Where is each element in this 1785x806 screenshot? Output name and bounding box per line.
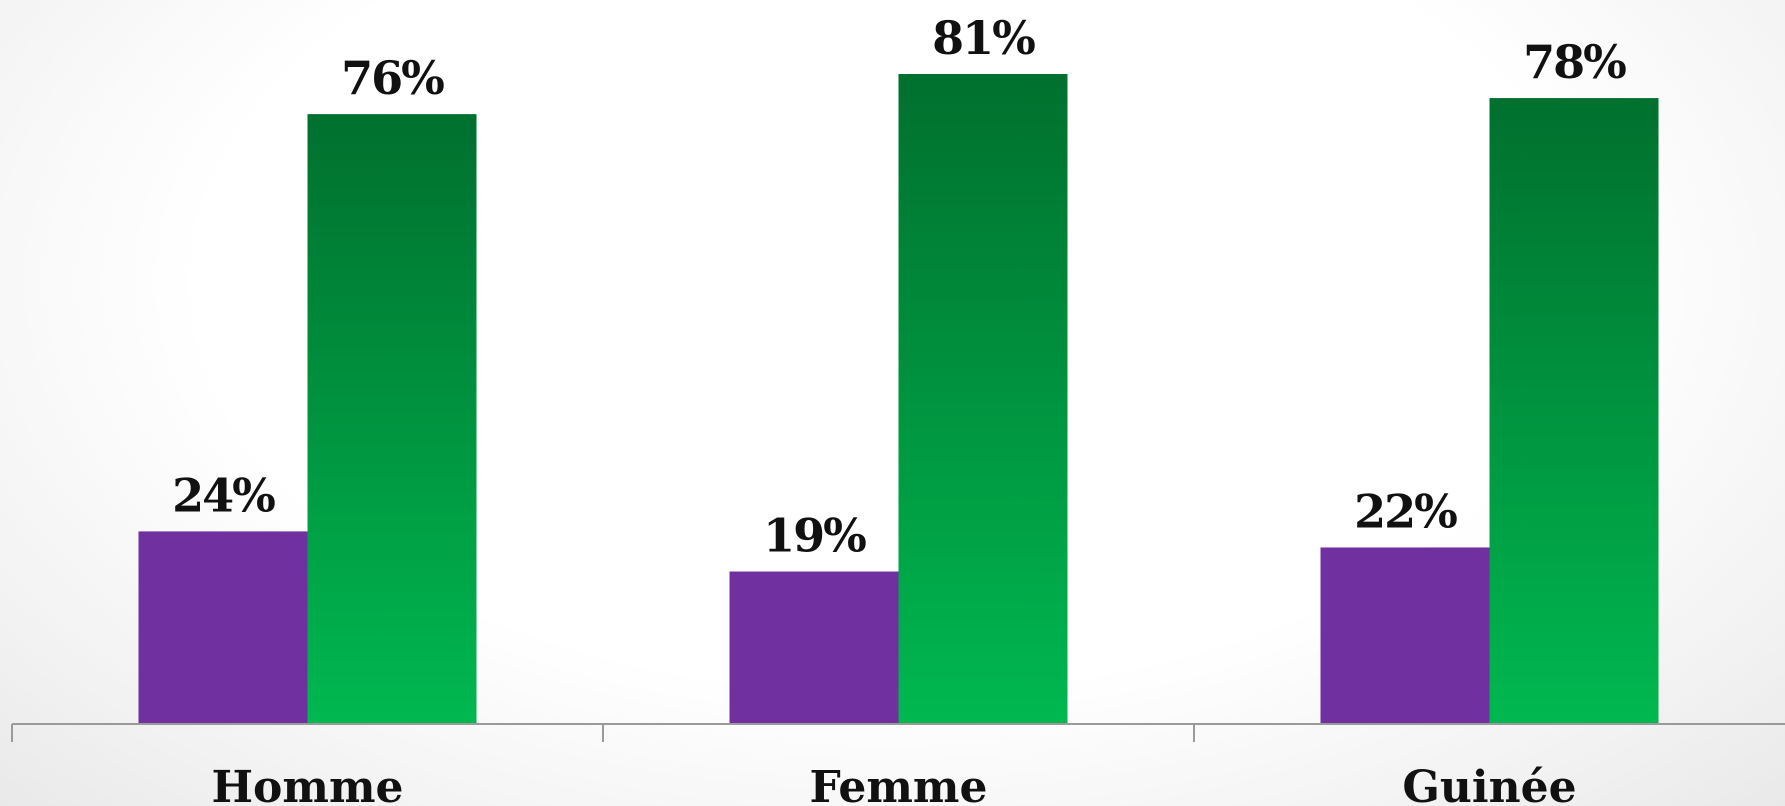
category-label-guinee: Guinée: [1402, 762, 1576, 806]
bar-guinee-series-2: [1489, 98, 1659, 724]
data-label-homme-series-1: 24%: [172, 468, 275, 522]
data-label-femme-series-2: 81%: [932, 11, 1035, 65]
x-axis: Homme Femme Guinée: [11, 723, 1785, 806]
category-label-homme: Homme: [211, 762, 403, 806]
bar-femme-series-2: [898, 74, 1068, 724]
bar-guinee-series-1: [1320, 547, 1490, 724]
data-label-homme-series-2: 76%: [341, 51, 444, 105]
bar-homme-series-1: [138, 531, 308, 724]
data-label-femme-series-1: 19%: [763, 509, 866, 563]
data-label-guinee-series-1: 22%: [1354, 484, 1457, 538]
bar-femme-series-1: [729, 571, 899, 724]
category-label-femme: Femme: [810, 762, 988, 806]
value-labels-group: 24% 76% 19% 81% 22% 78%: [172, 11, 1628, 563]
data-label-guinee-series-2: 78%: [1523, 35, 1626, 89]
bar-homme-series-2: [307, 114, 477, 724]
bars-group: [138, 74, 1659, 724]
